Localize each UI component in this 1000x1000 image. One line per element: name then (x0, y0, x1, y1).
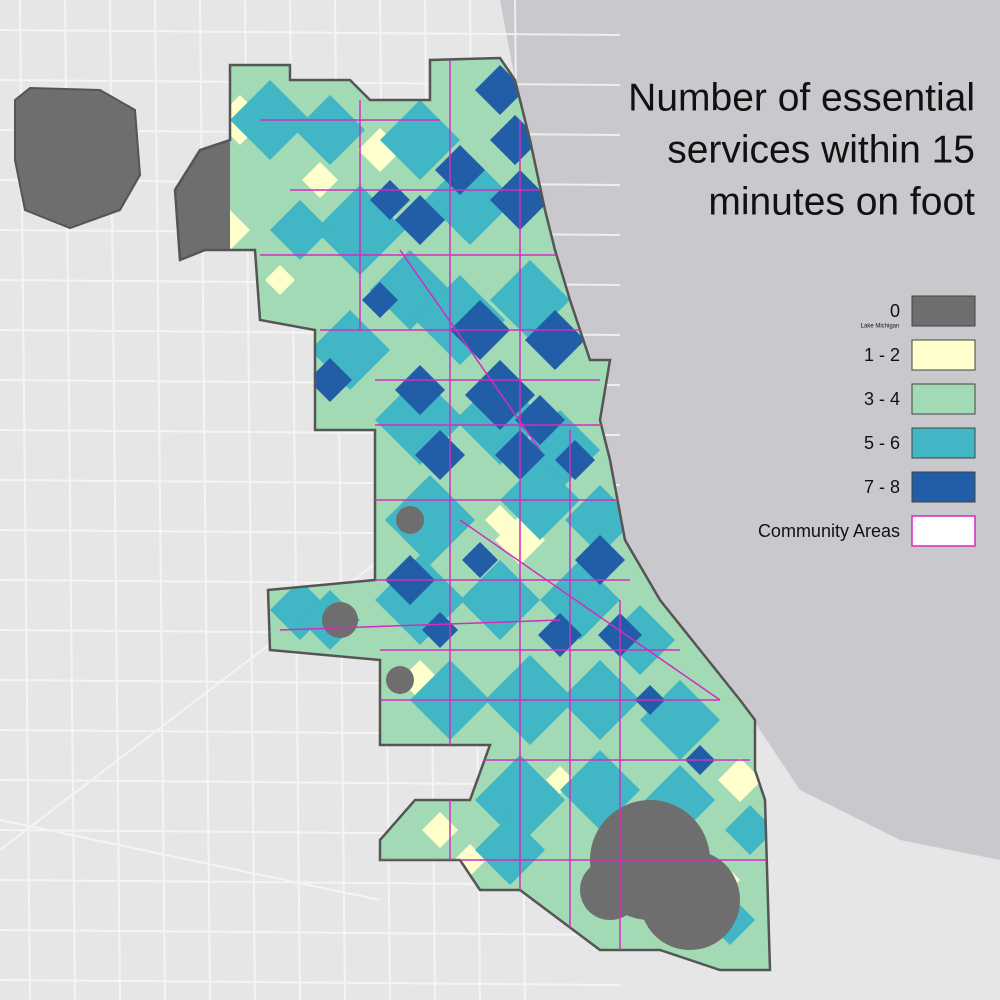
legend-swatch (911, 295, 976, 327)
zone (302, 162, 338, 198)
zone (555, 440, 595, 480)
community-boundary (459, 519, 721, 701)
title-line: Number of essential (628, 76, 975, 119)
legend-label: 1 - 2 (864, 345, 900, 365)
zone (362, 282, 398, 318)
legend-label: Community Areas (758, 521, 900, 541)
zone (575, 535, 625, 585)
legend-swatch (911, 471, 976, 503)
zone (385, 475, 475, 565)
legend-label: 0 (890, 301, 900, 321)
zone (538, 613, 582, 657)
title: Number of essential services within 15 min… (628, 76, 975, 223)
community-boundary (399, 249, 541, 451)
zone (308, 358, 352, 402)
zone (422, 812, 458, 848)
road (0, 819, 381, 901)
road (0, 929, 621, 936)
lake-label: Lake Michigan (861, 324, 900, 330)
zone (718, 758, 762, 802)
road (154, 0, 166, 1000)
legend-swatch (911, 383, 976, 415)
zone (415, 430, 465, 480)
lake (500, 0, 1000, 860)
zone (295, 95, 365, 165)
zone (725, 805, 770, 855)
zone (322, 602, 358, 638)
zone (265, 265, 295, 295)
community-boundary (279, 619, 561, 631)
city-boundary (173, 56, 772, 972)
zone (395, 365, 445, 415)
legend-label: 7 - 8 (864, 477, 900, 497)
legend-swatch (911, 339, 976, 371)
zone (270, 200, 330, 260)
zone (462, 542, 498, 578)
road (0, 979, 621, 986)
zone (640, 850, 740, 950)
legend-label: 3 - 4 (864, 389, 900, 409)
zone (435, 145, 485, 195)
zone (465, 360, 535, 430)
city-area (175, 58, 770, 970)
legend: 0 1 - 2 3 - 4 5 - 6 7 - 8 Community Areas (758, 295, 976, 547)
zone (485, 505, 515, 535)
zone (395, 195, 445, 245)
legend-swatch (911, 515, 976, 547)
legend-swatch (911, 427, 976, 459)
zone (386, 666, 414, 694)
zone (422, 612, 458, 648)
title-line: minutes on foot (708, 180, 975, 223)
road (0, 29, 621, 36)
zone (580, 860, 640, 920)
ohare-area (14, 86, 142, 230)
zone (525, 310, 585, 370)
legend-label: 5 - 6 (864, 433, 900, 453)
zone (396, 506, 424, 534)
title-line: services within 15 (667, 128, 975, 171)
zone (475, 815, 545, 885)
community-areas (260, 60, 770, 950)
